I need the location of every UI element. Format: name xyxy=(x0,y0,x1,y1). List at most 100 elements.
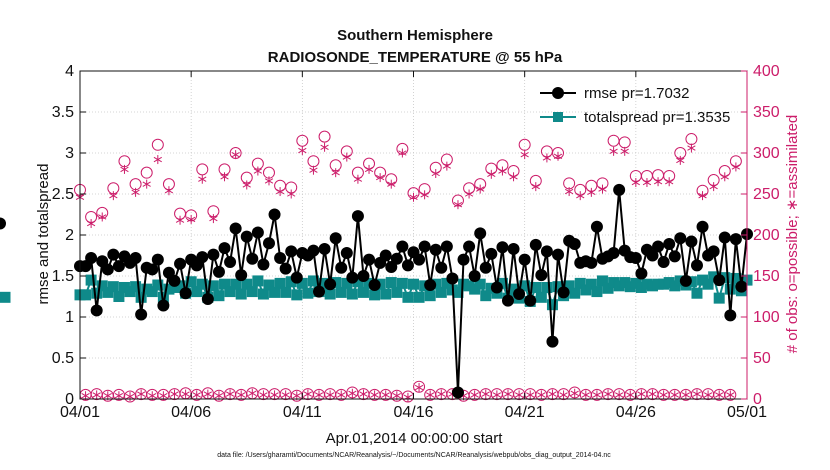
asterisk-stroke xyxy=(187,216,196,223)
obs-assimilated-point xyxy=(364,164,374,174)
rmse-point xyxy=(546,335,559,348)
totalspread-point xyxy=(324,288,336,300)
obs-possible-point xyxy=(724,388,737,401)
asterisk-stroke xyxy=(81,393,90,399)
rmse-point xyxy=(218,242,231,255)
rmse-point xyxy=(524,294,537,307)
obs-assimilated-point xyxy=(170,389,179,399)
rmse-point xyxy=(529,238,542,251)
asterisk-stroke xyxy=(325,392,335,398)
totalspread-point xyxy=(107,281,119,293)
y-tick-label-left: 3.5 xyxy=(52,104,74,121)
legend-spread-marker xyxy=(553,112,563,122)
y-tick-label-left: 2 xyxy=(65,227,74,244)
obs-assimilated-point xyxy=(720,172,729,182)
totalspread-point xyxy=(480,290,492,302)
rmse-point xyxy=(718,231,731,244)
obs-assimilated-point xyxy=(642,178,652,188)
y-tick-label-right: 100 xyxy=(753,309,780,326)
asterisk-stroke xyxy=(659,392,668,398)
totalspread-point xyxy=(241,278,253,290)
rmse-point xyxy=(174,257,187,270)
x-tick-label: 04/11 xyxy=(283,404,322,421)
y-tick-label-left: 0 xyxy=(65,391,74,408)
totalspread-point xyxy=(263,279,275,291)
asterisk-stroke xyxy=(153,156,162,163)
totalspread-point xyxy=(113,291,125,302)
totalspread-point xyxy=(602,282,614,294)
rmse-point xyxy=(363,253,376,266)
rmse-point xyxy=(101,263,114,276)
obs-assimilated-point xyxy=(464,189,474,199)
asterisk-stroke xyxy=(498,168,507,174)
totalspread-point xyxy=(569,287,581,299)
asterisk-stroke xyxy=(537,392,546,398)
obs-assimilated-point xyxy=(192,390,201,400)
totalspread-point xyxy=(235,288,247,300)
asterisk-stroke xyxy=(692,391,702,397)
obs-possible-point xyxy=(196,163,209,176)
rmse-point xyxy=(207,248,220,261)
asterisk-stroke xyxy=(270,392,279,398)
obs-assimilated-point xyxy=(348,388,357,398)
totalspread-point xyxy=(474,278,486,290)
obs-assimilated-point xyxy=(409,192,418,202)
totalspread-point xyxy=(291,289,303,301)
obs-assimilated-point xyxy=(665,177,674,187)
rmse-point xyxy=(107,248,120,261)
totalspread-point xyxy=(380,288,392,300)
asterisk-stroke xyxy=(437,391,446,397)
obs-assimilated-point xyxy=(398,148,407,158)
obs-assimilated-point xyxy=(431,169,440,178)
rmse-point xyxy=(357,270,370,282)
obs-assimilated-point xyxy=(659,390,668,400)
asterisk-stroke xyxy=(92,392,101,398)
asterisk-stroke xyxy=(370,392,379,398)
totalspread-point xyxy=(724,283,736,295)
obs-assimilated-point xyxy=(242,180,251,190)
rmse-point xyxy=(212,265,225,278)
rmse-point xyxy=(713,274,726,287)
rmse-point xyxy=(340,247,353,260)
rmse-point xyxy=(112,260,125,273)
totalspread-point xyxy=(213,290,225,302)
obs-assimilated-point xyxy=(331,168,340,178)
asterisk-stroke xyxy=(615,392,624,398)
asterisk-stroke xyxy=(259,392,268,398)
rmse-point xyxy=(257,258,270,271)
rmse-point xyxy=(0,217,6,230)
obs-assimilated-point xyxy=(131,187,140,197)
x-tick-label: 04/01 xyxy=(60,404,100,421)
obs-assimilated-point xyxy=(481,389,490,399)
chart-subtitle: RADIOSONDE_TEMPERATURE @ 55 hPa xyxy=(268,49,563,66)
legend-rmse-marker xyxy=(552,87,564,99)
obs-assimilated-point xyxy=(337,390,346,400)
obs-assimilated-point xyxy=(164,186,174,196)
obs-assimilated-point xyxy=(731,162,741,172)
asterisk-stroke xyxy=(342,154,351,160)
asterisk-stroke xyxy=(720,174,729,180)
x-tick-label: 04/16 xyxy=(393,404,433,421)
obs-assimilated-point xyxy=(648,389,657,399)
totalspread-point xyxy=(91,287,103,299)
rmse-point xyxy=(646,249,659,262)
totalspread-point xyxy=(191,286,203,298)
obs-assimilated-point xyxy=(620,146,629,156)
obs-assimilated-point xyxy=(476,184,485,194)
asterisk-stroke xyxy=(381,392,390,398)
rmse-point xyxy=(440,240,453,253)
obs-assimilated-point xyxy=(487,169,496,179)
totalspread-point xyxy=(302,287,314,299)
rmse-point xyxy=(196,251,209,264)
obs-assimilated-point xyxy=(703,390,713,400)
rmse-point xyxy=(290,271,303,284)
x-tick-label: 04/06 xyxy=(171,404,211,421)
asterisk-stroke xyxy=(431,170,440,177)
obs-assimilated-point xyxy=(298,146,307,156)
rmse-point xyxy=(557,286,570,299)
asterisk-stroke xyxy=(715,392,724,398)
asterisk-stroke xyxy=(637,391,646,397)
totalspread-point xyxy=(385,277,397,289)
series-layer xyxy=(0,183,753,399)
